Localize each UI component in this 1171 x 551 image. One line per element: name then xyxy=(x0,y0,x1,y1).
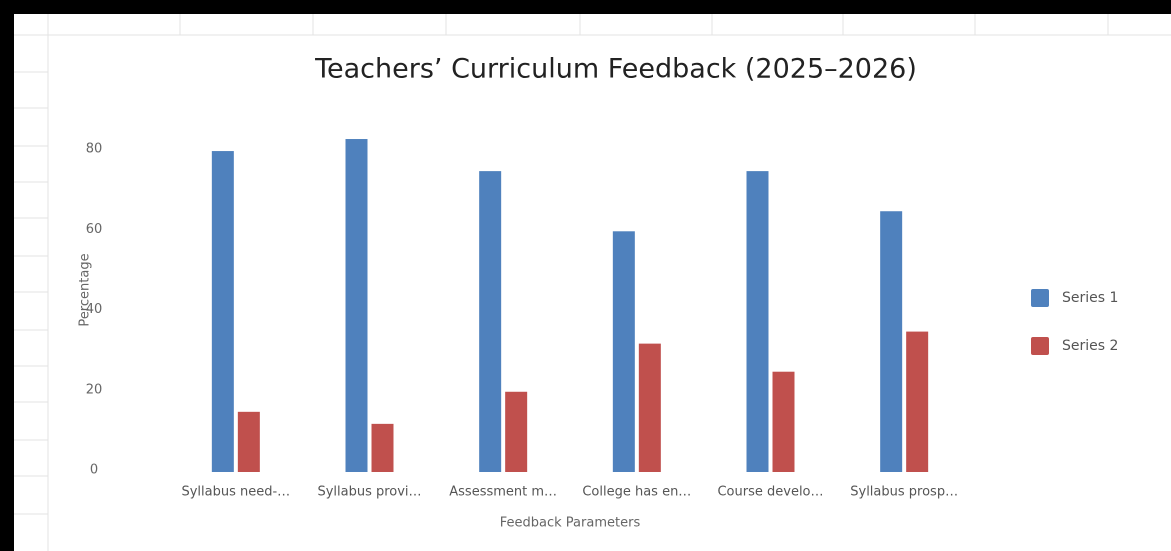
bar xyxy=(906,331,929,472)
bar xyxy=(345,139,368,472)
bar xyxy=(772,371,795,472)
y-tick-label: 40 xyxy=(86,302,103,317)
x-tick-label: Syllabus need-… xyxy=(181,485,290,500)
y-axis-title: Percentage xyxy=(78,253,93,326)
y-tick-label: 60 xyxy=(86,222,103,237)
window-border xyxy=(0,0,1171,14)
y-tick-label: 0 xyxy=(90,463,98,478)
x-tick-label: Syllabus prosp… xyxy=(850,485,958,500)
bar xyxy=(746,171,769,472)
bar xyxy=(505,391,528,472)
sheet-grid xyxy=(14,14,1171,551)
bar xyxy=(880,211,903,472)
chart-title: Teachers’ Curriculum Feedback (2025–2026… xyxy=(314,54,917,85)
x-tick-label: Assessment m… xyxy=(449,485,557,500)
bar xyxy=(211,151,234,472)
x-tick-label: Course develo… xyxy=(717,485,823,500)
bar xyxy=(371,423,394,472)
window-border xyxy=(0,0,14,551)
legend-swatch xyxy=(1031,337,1049,355)
bar xyxy=(237,411,260,472)
legend-swatch xyxy=(1031,289,1049,307)
x-axis-title: Feedback Parameters xyxy=(500,516,641,531)
bar xyxy=(612,231,635,472)
bar xyxy=(638,343,661,472)
legend-label: Series 1 xyxy=(1062,290,1118,306)
x-tick-label: College has en… xyxy=(582,485,691,500)
y-tick-label: 80 xyxy=(86,142,103,157)
x-tick-label: Syllabus provi… xyxy=(317,485,421,500)
y-tick-label: 20 xyxy=(86,382,103,397)
bar xyxy=(479,171,502,472)
legend-label: Series 2 xyxy=(1062,338,1118,354)
